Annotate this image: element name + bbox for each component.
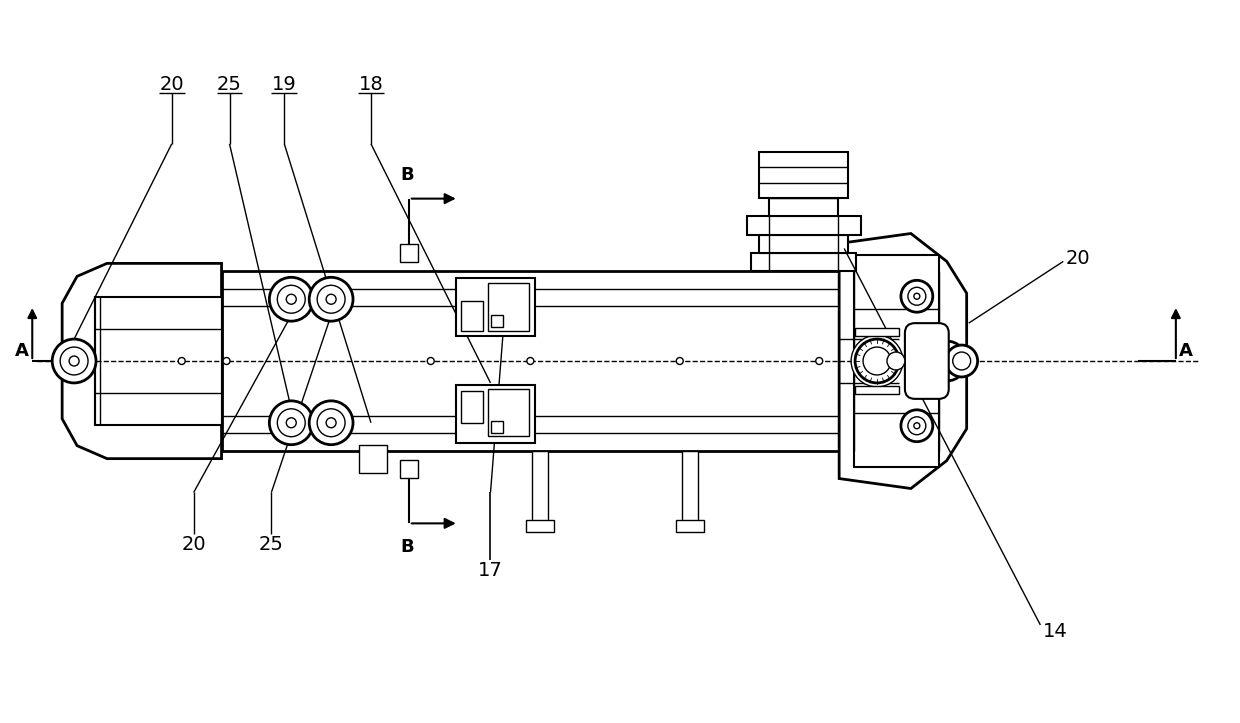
Circle shape <box>901 281 932 312</box>
Text: B: B <box>401 166 414 184</box>
Circle shape <box>676 357 683 364</box>
Circle shape <box>887 352 905 370</box>
Bar <box>460 391 482 423</box>
Polygon shape <box>62 263 222 458</box>
Bar <box>95 297 222 424</box>
Circle shape <box>926 341 967 381</box>
Circle shape <box>946 345 977 377</box>
Polygon shape <box>839 234 967 489</box>
Bar <box>487 389 529 436</box>
Circle shape <box>863 347 892 375</box>
Bar <box>399 244 418 262</box>
Circle shape <box>942 357 951 365</box>
Circle shape <box>851 335 903 387</box>
Circle shape <box>816 357 822 364</box>
Bar <box>399 460 418 478</box>
Bar <box>455 385 536 442</box>
Bar <box>491 315 503 327</box>
Bar <box>460 301 482 331</box>
Circle shape <box>428 357 434 364</box>
Bar <box>222 271 839 450</box>
Circle shape <box>908 416 926 435</box>
Circle shape <box>326 294 336 304</box>
Text: 14: 14 <box>1043 623 1068 641</box>
Bar <box>781 254 826 271</box>
Text: 19: 19 <box>272 74 296 93</box>
Circle shape <box>952 352 971 370</box>
Bar <box>682 450 698 523</box>
Bar <box>759 236 848 254</box>
Bar <box>746 215 861 236</box>
Bar <box>770 197 838 215</box>
Circle shape <box>269 401 314 445</box>
Text: 20: 20 <box>1066 249 1090 268</box>
Bar <box>491 421 503 433</box>
Circle shape <box>309 401 353 445</box>
Circle shape <box>278 408 305 437</box>
Circle shape <box>269 278 314 321</box>
Bar <box>487 283 529 331</box>
Bar <box>455 278 536 336</box>
Text: 25: 25 <box>259 535 284 554</box>
Text: 20: 20 <box>181 535 206 554</box>
Circle shape <box>901 410 932 442</box>
Bar <box>856 386 899 394</box>
Bar <box>854 255 939 466</box>
Bar <box>532 450 548 523</box>
FancyBboxPatch shape <box>905 323 949 399</box>
Text: 18: 18 <box>358 74 383 93</box>
Circle shape <box>914 423 920 429</box>
Circle shape <box>278 286 305 313</box>
Circle shape <box>286 294 296 304</box>
Bar <box>360 445 387 473</box>
Text: 20: 20 <box>160 74 184 93</box>
Circle shape <box>52 339 95 383</box>
Circle shape <box>856 339 899 383</box>
Bar <box>676 521 703 532</box>
Circle shape <box>286 418 296 428</box>
Circle shape <box>914 294 920 299</box>
Text: B: B <box>401 539 414 556</box>
Circle shape <box>317 286 345 313</box>
Circle shape <box>326 418 336 428</box>
Bar <box>751 254 856 271</box>
Bar <box>856 328 899 336</box>
Circle shape <box>527 357 534 364</box>
Circle shape <box>317 408 345 437</box>
Text: A: A <box>15 342 30 360</box>
Text: 25: 25 <box>217 74 242 93</box>
Bar <box>759 152 848 197</box>
Text: A: A <box>1179 342 1193 360</box>
Circle shape <box>179 357 185 364</box>
Circle shape <box>61 347 88 375</box>
Bar <box>526 521 554 532</box>
Circle shape <box>309 278 353 321</box>
Circle shape <box>69 356 79 366</box>
Circle shape <box>908 287 926 305</box>
Circle shape <box>935 349 959 373</box>
Text: 17: 17 <box>479 561 503 580</box>
Circle shape <box>223 357 229 364</box>
